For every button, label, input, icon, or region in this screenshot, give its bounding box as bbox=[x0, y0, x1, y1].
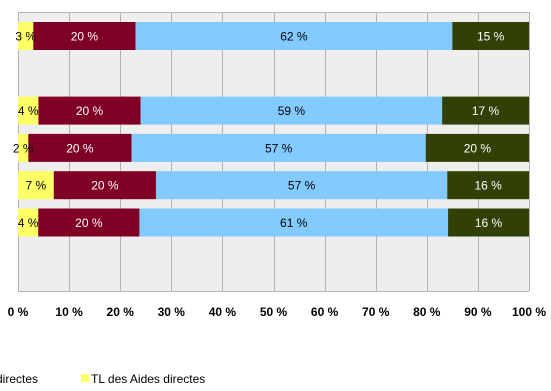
data-label: 3 % bbox=[15, 30, 36, 44]
legend-item-label: directes bbox=[0, 372, 39, 386]
bar-segment bbox=[18, 96, 39, 125]
legend: directes TL des Aides directes bbox=[0, 372, 551, 388]
data-label: 7 % bbox=[26, 179, 47, 193]
data-label: 57 % bbox=[265, 141, 293, 155]
bar-segment bbox=[140, 96, 443, 125]
data-label: 20 % bbox=[71, 30, 99, 44]
bar-segment bbox=[131, 133, 426, 162]
data-labels: 3 % 20 % 62 % 15 % 4 % 20 % 59 % 17 % 2 % 20 % 57 … bbox=[13, 30, 505, 231]
bar-segment bbox=[33, 22, 136, 50]
data-label: 62 % bbox=[280, 30, 308, 44]
data-label: 61 % bbox=[280, 216, 308, 230]
x-tick-label: 0 % bbox=[8, 305, 29, 319]
x-axis-tick-labels: 0 % 10 % 20 % 30 % 40 % 50 % 60 % 70 % 80 % 90 % 1… bbox=[8, 305, 547, 319]
x-tick-label: 20 % bbox=[107, 305, 135, 319]
x-tick-label: 40 % bbox=[209, 305, 237, 319]
legend-swatch bbox=[81, 374, 89, 382]
bar-segment bbox=[38, 208, 140, 237]
x-tick-label: 100 % bbox=[512, 305, 546, 319]
x-tick-label: 30 % bbox=[158, 305, 186, 319]
bar-segment bbox=[135, 22, 453, 50]
data-label: 4 % bbox=[18, 104, 39, 118]
x-tick-label: 60 % bbox=[311, 305, 339, 319]
data-label: 4 % bbox=[18, 216, 39, 230]
legend-item: TL des Aides directes bbox=[81, 372, 205, 386]
data-label: 20 % bbox=[91, 179, 119, 193]
legend-item: directes bbox=[0, 372, 38, 386]
bar-segment bbox=[38, 96, 141, 125]
x-tick-label: 70 % bbox=[362, 305, 390, 319]
x-tick-label: 80 % bbox=[413, 305, 441, 319]
bar-segment bbox=[442, 96, 529, 125]
data-label: 16 % bbox=[475, 216, 503, 230]
bar-segment bbox=[28, 133, 132, 162]
bar-segment bbox=[18, 22, 34, 50]
x-tick-label: 90 % bbox=[464, 305, 492, 319]
bar-segment bbox=[18, 208, 39, 237]
bar-segment bbox=[452, 22, 529, 50]
x-tick-label: 50 % bbox=[260, 305, 288, 319]
legend-item-label: TL des Aides directes bbox=[91, 372, 206, 386]
data-label: 20 % bbox=[75, 216, 103, 230]
x-tick-label: 10 % bbox=[55, 305, 83, 319]
data-label: 20 % bbox=[76, 104, 104, 118]
bars bbox=[18, 22, 529, 237]
data-label: 17 % bbox=[472, 104, 500, 118]
data-label: 20 % bbox=[464, 141, 492, 155]
data-label: 16 % bbox=[474, 179, 502, 193]
data-label: 20 % bbox=[66, 141, 94, 155]
bar-segment bbox=[18, 171, 54, 200]
bar-segment bbox=[53, 171, 156, 200]
data-label: 59 % bbox=[278, 104, 306, 118]
bar-segment bbox=[18, 133, 29, 162]
bar-segment bbox=[155, 171, 448, 200]
data-label: 2 % bbox=[13, 141, 34, 155]
bar-segment bbox=[447, 171, 529, 200]
bar-segment bbox=[448, 208, 529, 237]
bar-segment bbox=[425, 133, 529, 162]
bar-segment bbox=[139, 208, 449, 237]
data-label: 15 % bbox=[477, 30, 505, 44]
data-label: 57 % bbox=[288, 179, 316, 193]
